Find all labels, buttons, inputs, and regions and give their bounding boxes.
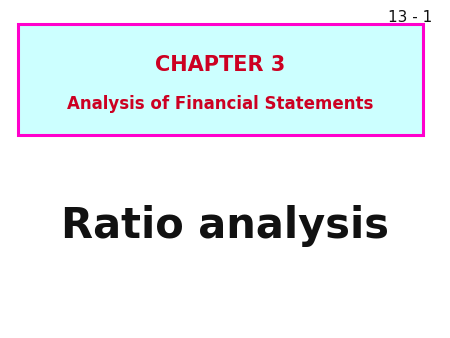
Text: Analysis of Financial Statements: Analysis of Financial Statements [68, 95, 374, 113]
Text: 13 - 1: 13 - 1 [388, 10, 432, 25]
Text: Ratio analysis: Ratio analysis [61, 206, 389, 247]
FancyBboxPatch shape [18, 24, 423, 135]
Text: CHAPTER 3: CHAPTER 3 [155, 55, 286, 75]
